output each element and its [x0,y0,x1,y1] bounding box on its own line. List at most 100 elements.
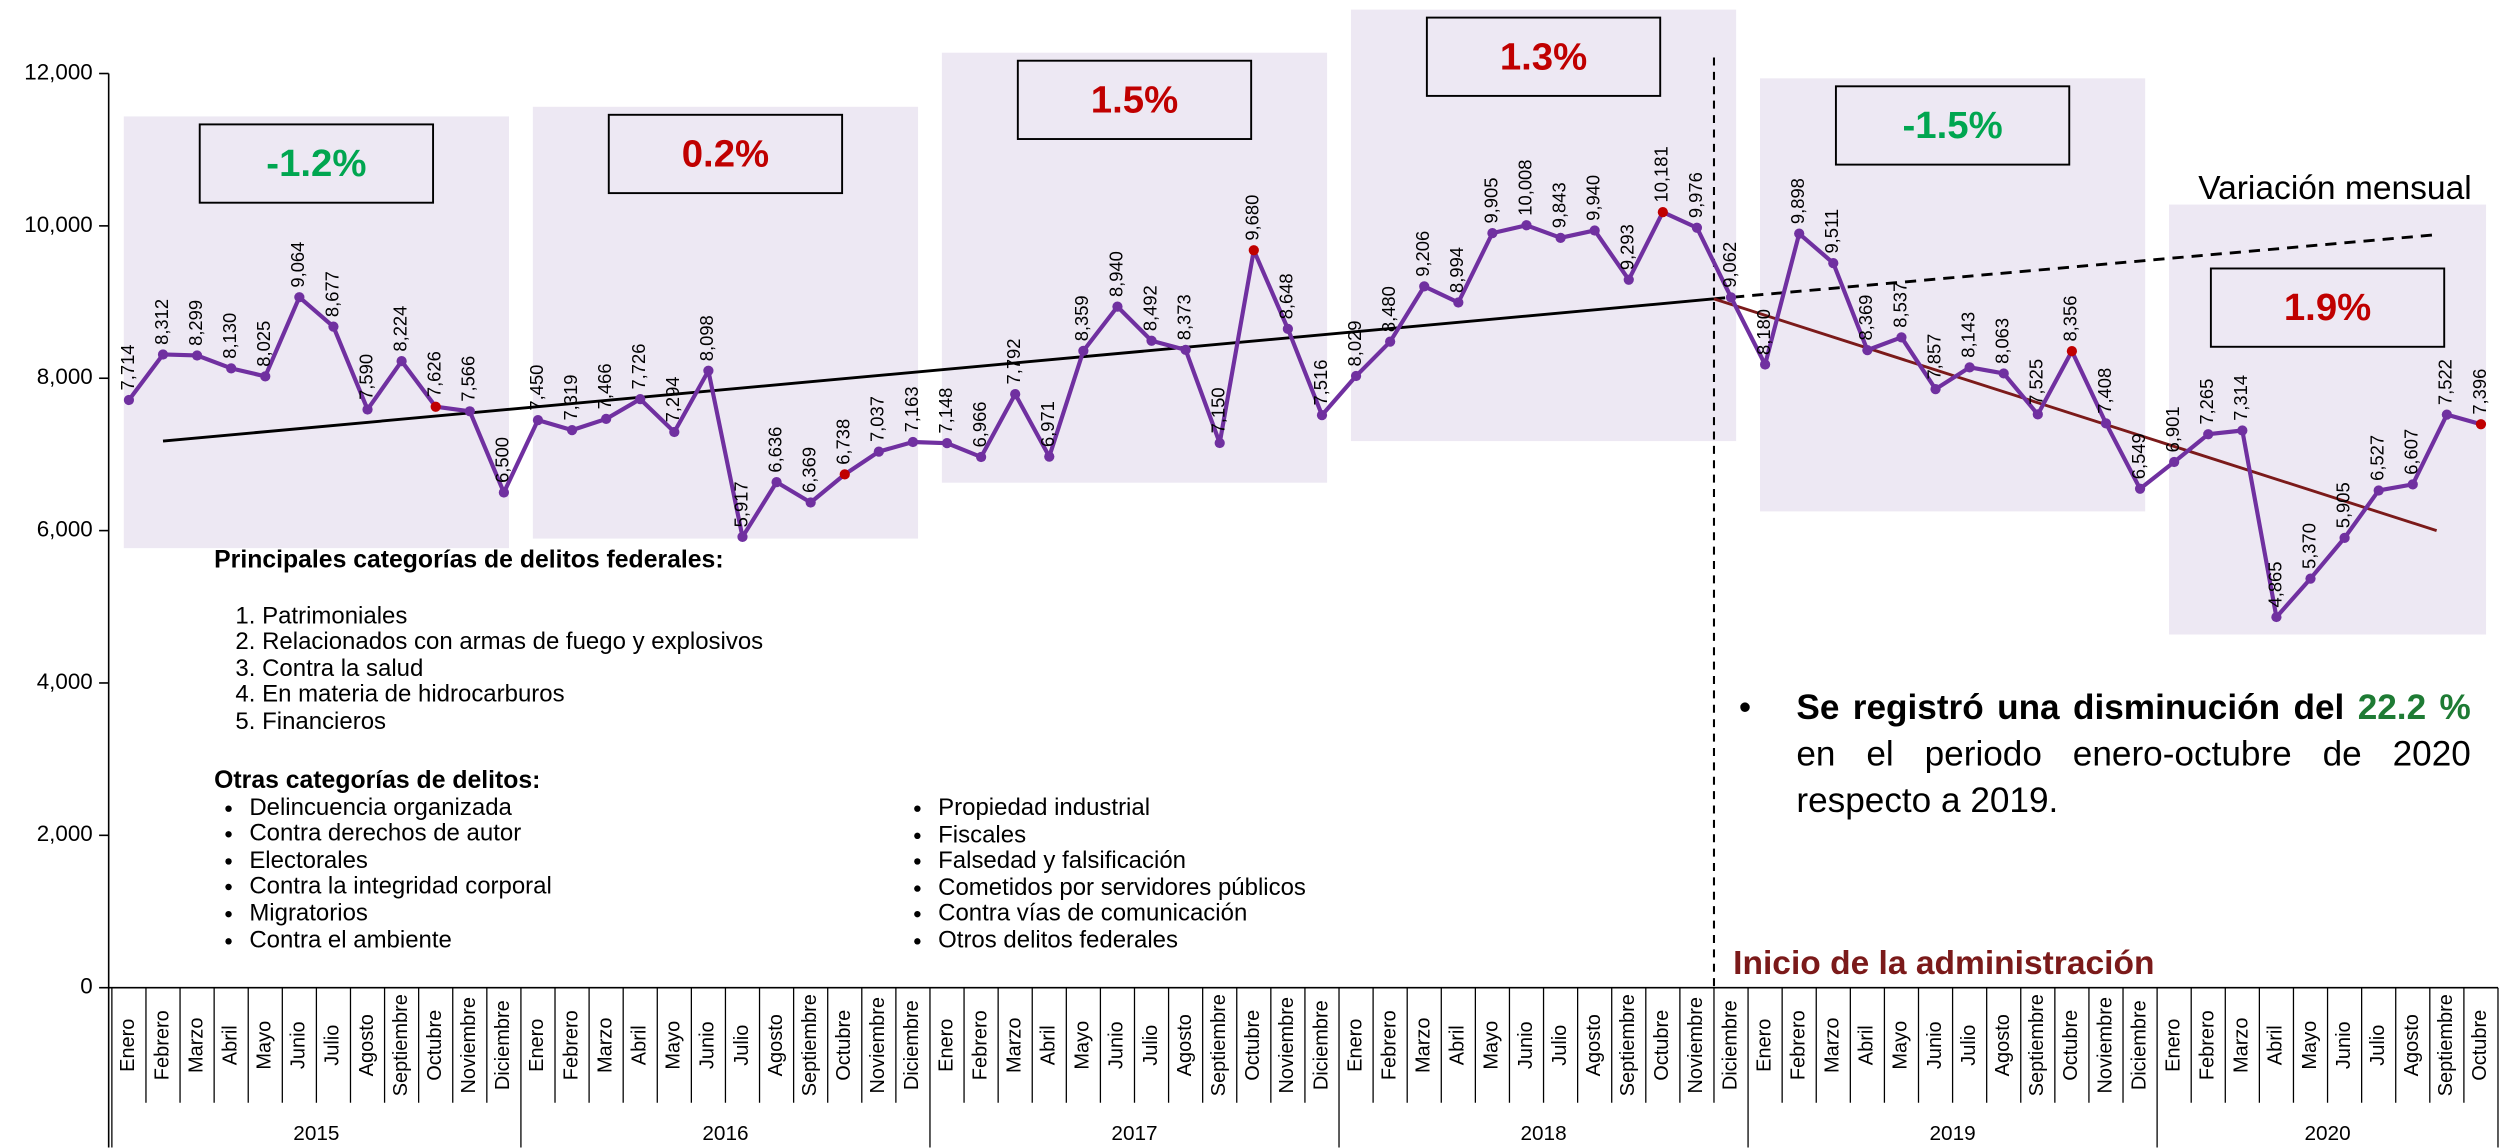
data-point [1385,336,1396,347]
x-tick-label: Noviembre [1276,997,1298,1094]
list-item: En materia de hidrocarburos [262,682,763,710]
data-point [1112,301,1123,312]
x-tick-label: Diciembre [2128,1000,2150,1090]
data-label: 7,522 [2435,359,2456,405]
x-tick-label: Septiembre [2435,994,2457,1096]
data-point [1146,335,1157,346]
data-label: 5,917 [730,481,751,527]
x-tick-label: Septiembre [1617,994,1639,1096]
x-tick-label: Diciembre [1310,1000,1332,1090]
data-point [1453,297,1464,308]
data-label: 8,143 [1957,312,1978,358]
data-label: 8,369 [1855,295,1876,341]
data-label: 7,714 [117,344,138,390]
x-tick-label: Febrero [969,1010,991,1080]
data-point [2134,483,2146,494]
data-point [1998,368,2009,379]
data-label: 7,566 [458,356,479,402]
data-point [703,365,714,376]
data-point [260,371,271,382]
data-label: 9,940 [1583,175,1604,221]
x-tick-label: Abril [2265,1025,2287,1065]
data-point [157,349,169,360]
x-tick-label: Enero [526,1019,548,1072]
x-tick-label: Octubre [2060,1010,2082,1081]
list-item: Cometidos por servidores públicos [938,875,1306,902]
data-label: 7,450 [526,365,547,411]
main-list: PatrimonialesRelacionados con armas de f… [214,603,763,736]
x-tick-label: Noviembre [458,997,480,1094]
data-label: 10,181 [1651,146,1672,202]
x-tick-label: Noviembre [2094,997,2116,1094]
x-tick-label: Agosto [765,1014,787,1076]
data-point [975,451,987,463]
data-label: 5,905 [2332,482,2353,528]
data-label: 7,590 [355,354,376,400]
x-tick-label: Diciembre [492,1000,514,1090]
x-tick-label: Abril [219,1025,241,1065]
data-label: 9,905 [1480,178,1501,224]
data-label: 9,898 [1787,178,1808,224]
data-point [430,401,441,412]
data-point [1044,451,1055,462]
x-tick-label: Septiembre [2026,994,2048,1096]
x-tick-label: Octubre [424,1010,446,1081]
variation-box [1834,85,2071,166]
list-item: Contra la salud [262,656,763,684]
bullet: • [1738,687,1752,728]
y-tick-label: 12,000 [24,59,92,84]
x-tick-label: Agosto [356,1014,378,1076]
data-point [396,356,407,367]
x-tick-label: Marzo [594,1017,616,1072]
x-tick-label: Julio [1140,1025,1162,1066]
year-label: 2015 [293,1122,339,1145]
data-label: 8,373 [1173,294,1194,340]
x-tick-label: Junio [697,1021,719,1069]
x-tick-label: Abril [1447,1025,1469,1065]
trend-line [1713,297,2438,532]
data-point [2100,418,2112,429]
data-point [1180,344,1191,355]
main-categories-title: Principales categorías de delitos federa… [214,546,724,574]
data-label: 8,940 [1105,251,1126,297]
data-label: 6,369 [799,447,820,493]
data-label: 7,466 [594,363,615,409]
data-point [2407,479,2418,490]
other-categories: Otras categorías de delitos: Delincuenci… [214,768,552,955]
data-label: 8,063 [1992,318,2013,364]
data-label: 9,064 [287,242,308,288]
data-point [601,413,612,425]
data-label: 7,396 [2469,369,2490,415]
variation-label: 1.9% [2284,286,2371,329]
x-tick-label: Julio [322,1025,344,1066]
y-tick-label: 4,000 [37,669,93,694]
data-label: 8,025 [253,321,274,367]
variation-panel [123,116,509,549]
data-point [1487,228,1498,239]
main-categories: Principales categorías de delitos federa… [214,546,763,736]
x-tick-label: Enero [1753,1019,1775,1072]
variation-label: -1.2% [266,142,366,185]
data-point [1282,323,1294,334]
variation-box [198,123,435,204]
data-point [1896,332,1907,343]
data-label: 9,206 [1412,231,1433,277]
x-tick-label: Junio [1515,1021,1537,1069]
y-tick-label: 10,000 [24,212,92,237]
data-label: 8,359 [1071,295,1092,341]
data-label: 9,062 [1719,242,1740,288]
data-point [839,469,850,480]
data-point [191,350,203,361]
data-point [2271,611,2282,623]
data-line [127,210,2482,620]
data-label: 8,677 [321,271,342,317]
variation-panel [2169,204,2487,635]
x-tick-label: Agosto [1992,1014,2014,1076]
data-point [566,425,578,436]
other-list-left: Delincuencia organizadaContra derechos d… [214,794,552,954]
data-point [1589,225,1600,236]
annotation: Variación mensual [2198,170,2472,207]
trend-line [1713,233,2434,301]
x-tick-label: Octubre [1242,1010,1264,1081]
